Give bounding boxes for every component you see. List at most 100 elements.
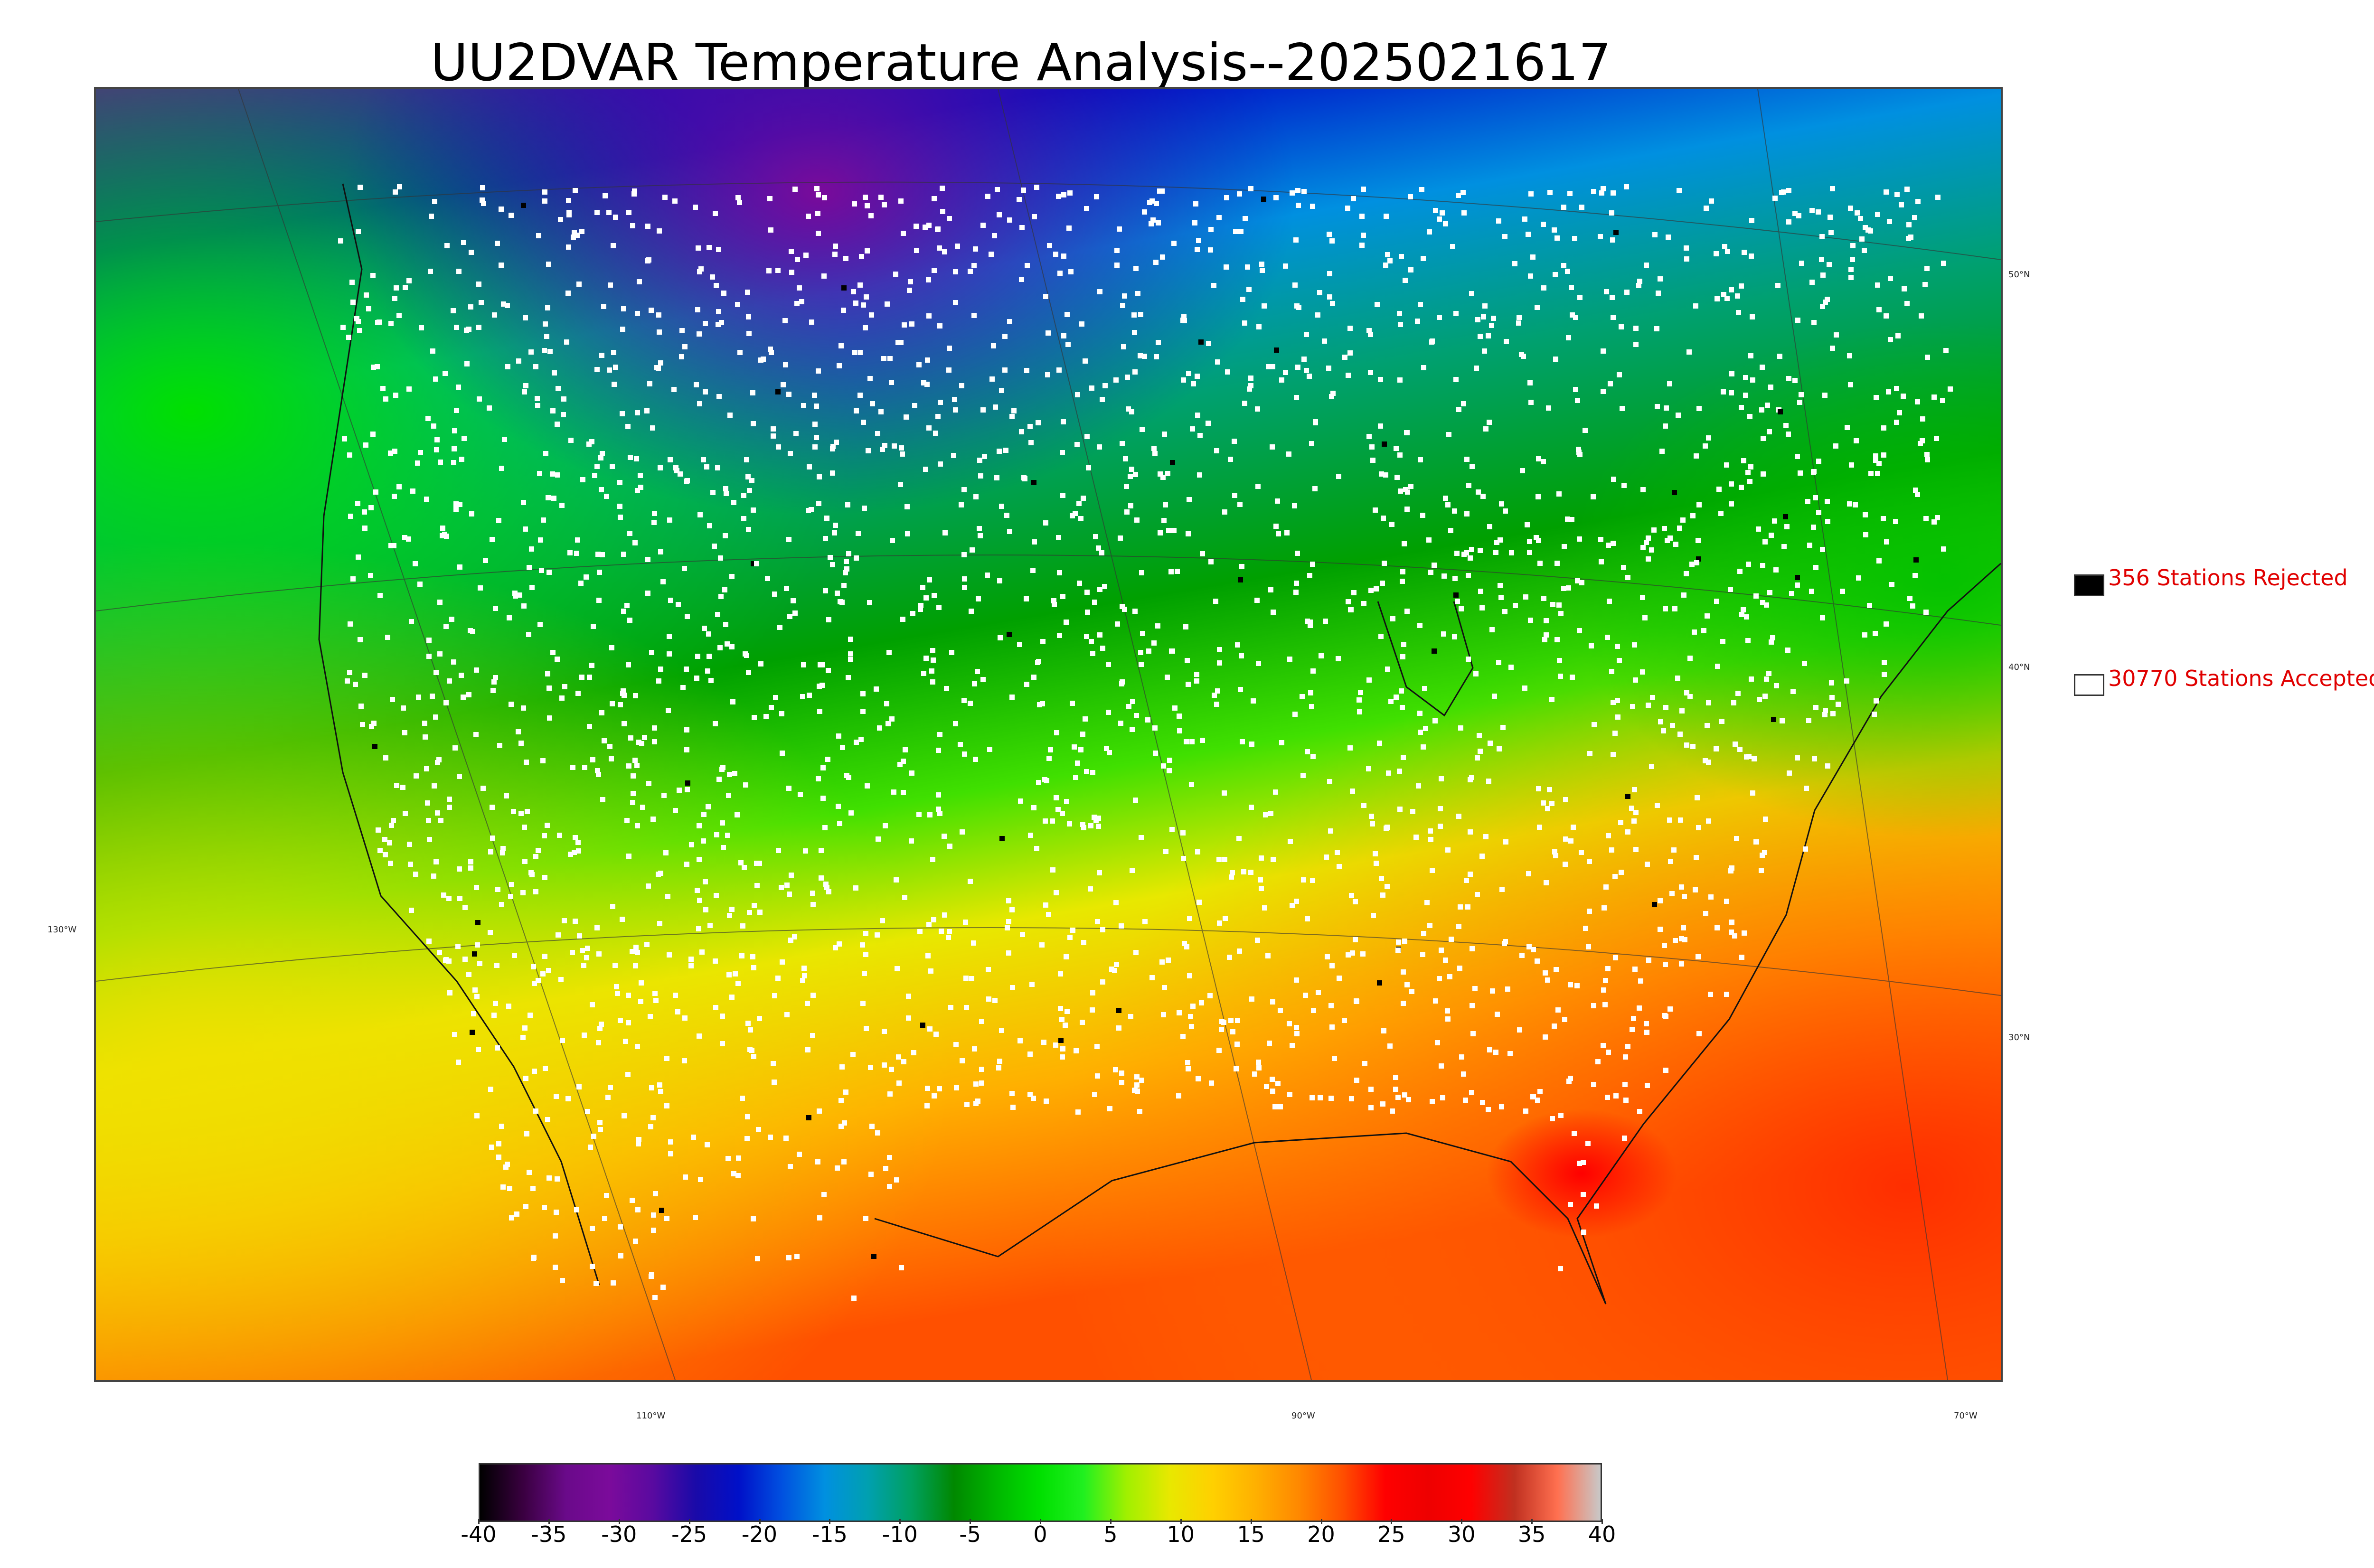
station-marker xyxy=(1465,904,1470,910)
station-marker xyxy=(1494,540,1499,545)
station-marker xyxy=(751,1216,756,1221)
station-marker xyxy=(1065,342,1071,347)
station-marker xyxy=(1357,697,1362,703)
station-marker xyxy=(999,836,1005,841)
station-marker xyxy=(543,1066,548,1071)
station-marker xyxy=(1152,725,1158,731)
station-marker xyxy=(1701,628,1706,633)
station-marker xyxy=(1328,828,1333,834)
station-marker xyxy=(1161,518,1167,523)
station-marker xyxy=(698,1177,703,1182)
station-marker xyxy=(1354,998,1359,1004)
station-marker xyxy=(1053,252,1058,257)
station-marker xyxy=(828,555,833,560)
station-marker xyxy=(406,278,412,283)
station-marker xyxy=(940,209,945,214)
station-marker xyxy=(1644,540,1649,545)
station-marker xyxy=(776,444,781,450)
station-marker xyxy=(1836,702,1841,707)
station-marker xyxy=(769,350,774,355)
station-marker xyxy=(521,203,526,208)
station-marker xyxy=(1536,786,1541,791)
station-marker xyxy=(986,996,991,1002)
rejected-legend-label: 356 Stations Rejected xyxy=(2108,565,2348,591)
station-marker xyxy=(1786,432,1791,437)
station-marker xyxy=(1132,330,1137,335)
station-marker xyxy=(610,701,615,706)
station-marker xyxy=(1694,453,1699,459)
station-marker xyxy=(793,431,799,436)
station-marker xyxy=(535,403,540,408)
station-marker xyxy=(1366,434,1372,439)
station-marker xyxy=(689,842,694,847)
station-marker xyxy=(1461,210,1467,216)
station-marker xyxy=(1605,1095,1610,1100)
station-marker xyxy=(1646,535,1651,541)
station-marker xyxy=(707,654,712,659)
station-marker xyxy=(1678,817,1683,823)
station-marker xyxy=(1542,637,1547,642)
station-marker xyxy=(661,793,667,798)
station-marker xyxy=(701,457,706,462)
station-marker xyxy=(1477,733,1482,738)
station-marker xyxy=(737,350,743,355)
station-marker xyxy=(527,565,532,570)
station-marker xyxy=(948,1005,953,1010)
station-marker xyxy=(417,582,423,587)
station-marker xyxy=(528,870,534,875)
station-marker xyxy=(1249,742,1254,747)
station-marker xyxy=(1052,602,1057,607)
station-marker xyxy=(1621,565,1626,570)
station-marker xyxy=(546,685,552,691)
station-marker xyxy=(820,765,826,770)
station-marker xyxy=(1162,985,1167,990)
station-marker xyxy=(1044,1099,1049,1104)
station-marker xyxy=(1385,667,1390,672)
station-marker xyxy=(505,364,510,369)
station-marker xyxy=(1219,1027,1224,1032)
station-marker xyxy=(924,1103,930,1108)
station-marker xyxy=(921,380,926,385)
station-marker xyxy=(1294,1031,1300,1036)
station-marker xyxy=(483,558,488,563)
station-marker xyxy=(1637,1109,1642,1114)
station-marker xyxy=(1579,205,1584,210)
station-marker xyxy=(1452,634,1457,639)
station-marker xyxy=(1834,332,1839,338)
station-marker xyxy=(971,263,977,268)
station-marker xyxy=(942,912,947,918)
station-marker xyxy=(1292,712,1298,717)
station-marker xyxy=(1923,516,1929,521)
station-marker xyxy=(546,262,551,267)
station-marker xyxy=(750,390,755,395)
station-marker xyxy=(1247,386,1252,392)
station-marker xyxy=(1677,732,1683,737)
station-marker xyxy=(1807,543,1812,548)
station-marker xyxy=(1193,201,1198,207)
station-marker xyxy=(1288,839,1293,844)
station-marker xyxy=(1925,355,1930,360)
station-marker xyxy=(578,581,584,586)
station-marker xyxy=(715,612,720,617)
station-marker xyxy=(1195,247,1200,252)
station-marker xyxy=(1847,353,1852,358)
station-marker xyxy=(590,1264,595,1269)
station-marker xyxy=(575,233,580,238)
station-marker xyxy=(1677,188,1682,193)
station-marker xyxy=(1342,1018,1347,1023)
station-marker xyxy=(1816,209,1821,215)
station-marker xyxy=(1719,719,1724,724)
station-marker xyxy=(880,918,885,923)
station-marker xyxy=(1138,312,1143,317)
station-marker xyxy=(553,1265,558,1270)
station-marker xyxy=(1254,598,1260,603)
station-marker xyxy=(1106,662,1111,667)
station-marker xyxy=(360,722,365,727)
station-marker xyxy=(713,211,718,216)
station-marker xyxy=(1181,377,1186,383)
station-marker xyxy=(1138,650,1143,655)
colorbar-tickmark xyxy=(478,1519,480,1524)
station-marker xyxy=(840,745,845,750)
station-marker xyxy=(710,490,716,495)
station-marker xyxy=(1063,1023,1068,1028)
